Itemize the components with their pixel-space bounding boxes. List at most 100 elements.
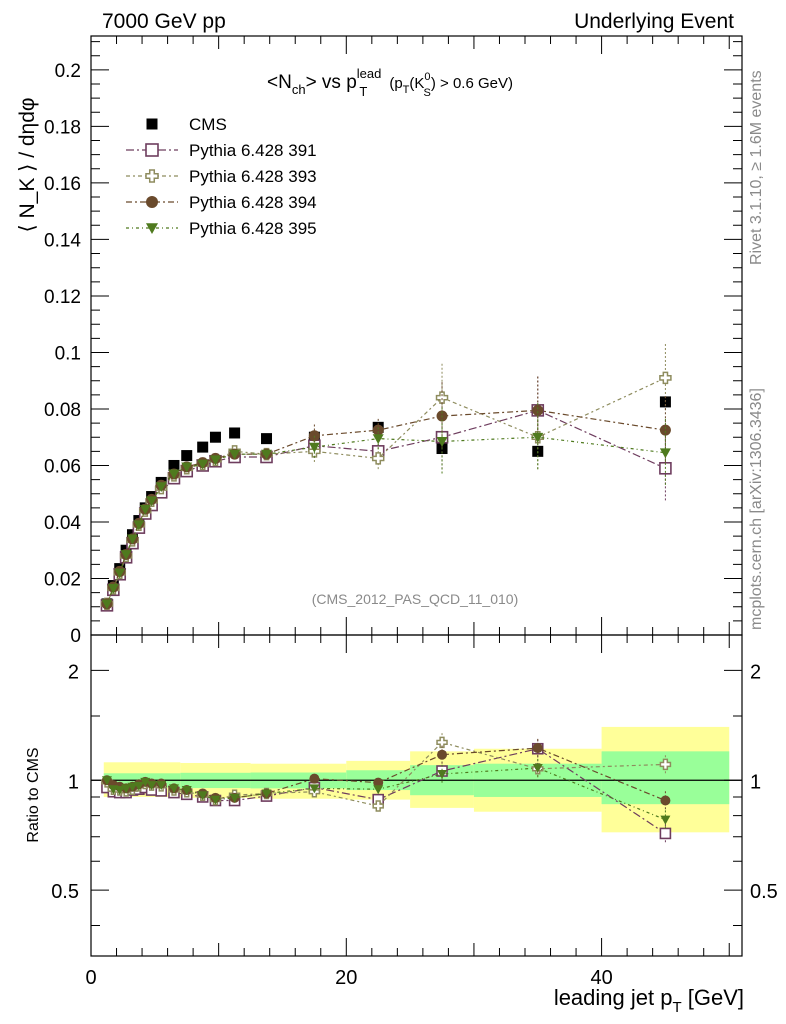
title-cut-b-sup: 0 xyxy=(424,71,430,83)
ratio-series-pythia-6-428-394 xyxy=(101,738,671,810)
mc-point xyxy=(659,448,671,459)
ratio-plot-frame xyxy=(90,634,743,957)
mc-point xyxy=(308,442,320,453)
ratio-point xyxy=(437,749,448,760)
ratio-point xyxy=(373,785,384,795)
title-cut-c: ) > 0.6 GeV) xyxy=(431,75,513,92)
main-y-tick-label: 0.14 xyxy=(44,230,81,251)
title-cut-b: (K xyxy=(409,75,424,92)
ratio-series-line xyxy=(106,767,666,821)
main-y-axis-label: ⟨ N_K ⟩ / dηdφ xyxy=(16,97,39,232)
main-y-tick-label: 0.04 xyxy=(44,513,81,534)
mc-point xyxy=(229,449,241,460)
ratio-point xyxy=(146,781,157,791)
ratio-y-tick-label-right: 2 xyxy=(750,661,761,683)
mc-point xyxy=(126,534,138,545)
mc-point xyxy=(372,434,384,445)
ratio-point xyxy=(229,793,240,803)
mc-point xyxy=(197,459,209,470)
x-axis-label-unit: [GeV] xyxy=(682,985,744,1010)
ratio-point xyxy=(309,784,320,794)
main-y-tick-label: 0.02 xyxy=(44,569,81,590)
ratio-point xyxy=(372,800,384,812)
mc-point xyxy=(107,583,119,594)
mc-point xyxy=(532,404,544,416)
title-n-sub: ch xyxy=(292,82,306,97)
title-cut-b-sub: S xyxy=(424,87,431,99)
ratio-series-pythia-6-428-395 xyxy=(101,758,671,829)
x-tick-label: 20 xyxy=(335,967,357,989)
ratio-series-line xyxy=(106,741,666,807)
main-y-tick-label: 0.12 xyxy=(44,287,81,308)
legend: CMS Pythia 6.428 391 Pythia 6.428 393 Pythi… xyxy=(126,115,317,238)
legend-label: Pythia 6.428 394 xyxy=(189,193,317,212)
mc-point xyxy=(435,391,449,404)
ratio-point xyxy=(133,781,144,791)
ratio-y-axis-label: Ratio to CMS xyxy=(25,747,42,842)
main-y-tick-label: 0.2 xyxy=(55,61,81,82)
data-point xyxy=(168,459,180,471)
ratio-point xyxy=(373,777,384,788)
mc-point xyxy=(133,520,145,531)
ratio-y-tick-label-left: 1 xyxy=(68,771,79,793)
legend-marker xyxy=(146,196,158,208)
legend-label: CMS xyxy=(189,115,227,134)
title-cut-a-sub: T xyxy=(403,84,410,96)
mcplots-label: mcplots.cern.ch [arXiv:1306.3436] xyxy=(748,388,765,630)
ratio-point xyxy=(101,776,112,786)
mc-point xyxy=(120,550,132,560)
legend-label: Pythia 6.428 391 xyxy=(189,141,317,160)
ratio-point xyxy=(659,758,672,771)
ratio-point xyxy=(140,777,151,787)
data-series xyxy=(100,343,672,843)
main-y-tick-label: 0.06 xyxy=(44,456,81,477)
legend-marker xyxy=(145,143,159,157)
mc-point xyxy=(114,568,126,579)
mc-point xyxy=(372,424,384,436)
x-axis-label-main: leading jet p xyxy=(554,985,673,1010)
ratio-y-tick-label-left: 2 xyxy=(68,661,79,683)
mc-point xyxy=(371,452,385,465)
x-axis-label: leading jet pT [GeV] xyxy=(554,985,744,1016)
ratio-point xyxy=(660,795,671,806)
x-axis-label-sub: T xyxy=(672,999,681,1016)
data-point xyxy=(181,450,193,462)
ratio-point xyxy=(309,773,320,784)
series-pythia-6-428-391 xyxy=(100,376,672,612)
legend-label: Pythia 6.428 393 xyxy=(189,167,317,186)
ratio-point xyxy=(532,764,543,774)
mc-point xyxy=(261,449,273,460)
main-y-tick-label: 0.18 xyxy=(44,117,81,138)
series-pythia-6-428-395 xyxy=(101,403,671,610)
data-point xyxy=(229,427,241,439)
ratio-point xyxy=(121,784,132,794)
ratio-series-line xyxy=(106,747,666,802)
legend-label: Pythia 6.428 395 xyxy=(189,219,317,238)
ratio-point xyxy=(436,736,448,749)
ratio-point xyxy=(114,786,125,796)
mc-point xyxy=(146,496,158,507)
mc-point xyxy=(436,437,448,447)
main-y-tick-label: 0.1 xyxy=(55,343,81,364)
mc-point xyxy=(168,469,180,480)
legend-marker xyxy=(145,169,159,183)
main-series-line xyxy=(106,436,666,605)
analysis-watermark: (CMS_2012_PAS_QCD_11_010) xyxy=(312,591,519,607)
mc-point xyxy=(659,371,672,385)
rivet-version-label: Rivet 3.1.10, ≥ 1.6M events xyxy=(748,70,765,265)
ratio-point xyxy=(261,789,272,799)
main-y-tick-label: 0.08 xyxy=(44,400,81,421)
title-vs: > vs p xyxy=(306,72,357,93)
title-cut-a: (p xyxy=(389,75,402,92)
ratio-point xyxy=(659,827,672,840)
main-y-tick-label: 0 xyxy=(70,626,81,647)
data-point xyxy=(209,431,221,443)
title-n: <N xyxy=(267,72,292,93)
mc-point xyxy=(139,504,151,515)
ratio-point xyxy=(532,743,543,754)
ratio-point xyxy=(168,784,179,794)
mc-point xyxy=(209,455,221,466)
mc-point xyxy=(181,462,193,473)
mc-point xyxy=(101,599,113,610)
